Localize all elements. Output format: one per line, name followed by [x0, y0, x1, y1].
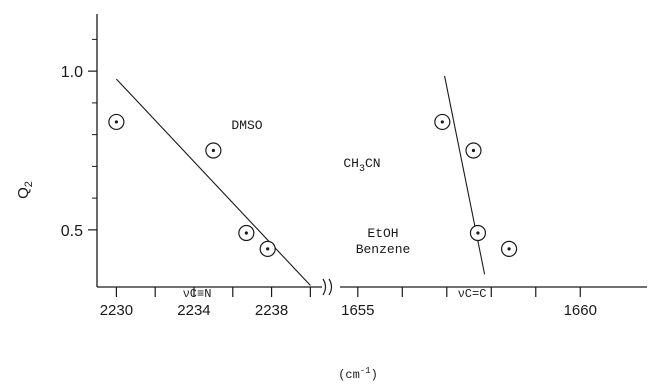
data-point-center [476, 231, 480, 235]
solvent-label: Benzene [356, 242, 411, 257]
axes-frame [96, 14, 647, 296]
data-point-center [471, 148, 476, 153]
solvent-label: EtOH [367, 226, 398, 241]
solvent-label: DMSO [231, 118, 262, 133]
fit-lines [115, 75, 486, 286]
y-tick-label: 0.5 [61, 223, 83, 240]
data-points [108, 113, 518, 258]
x-tick-label: 2234 [177, 302, 210, 319]
axis-break-mark [328, 278, 333, 296]
data-point-center [440, 120, 444, 124]
fit-line [444, 75, 486, 275]
y-axis-label: Q2 [15, 181, 35, 199]
y-tick-label: 1.0 [61, 64, 83, 81]
data-point-center [114, 120, 118, 124]
x-axis-label: (cm-1) [338, 366, 378, 382]
region-label: νC=C [458, 287, 487, 301]
x-tick-label: 2238 [255, 302, 288, 319]
axis-break-mark [322, 278, 327, 296]
data-point-center [507, 247, 511, 251]
solvent-label: CH3CN [343, 156, 380, 175]
y-axis-label-sub: 2 [23, 181, 35, 187]
region-label: νC≡N [183, 287, 212, 301]
data-point-center [244, 231, 248, 235]
x-tick-label: 1660 [564, 302, 597, 319]
x-axis-label-sup: -1 [360, 366, 371, 376]
fit-line [115, 78, 311, 286]
x-ticks: 1.0 0.5 2230 2234 2238 1655 1660 [61, 38, 597, 319]
data-point-center [211, 148, 215, 153]
data-point-center [266, 247, 270, 251]
x-tick-label: 1655 [341, 302, 374, 319]
x-tick-label: 2230 [100, 302, 133, 319]
